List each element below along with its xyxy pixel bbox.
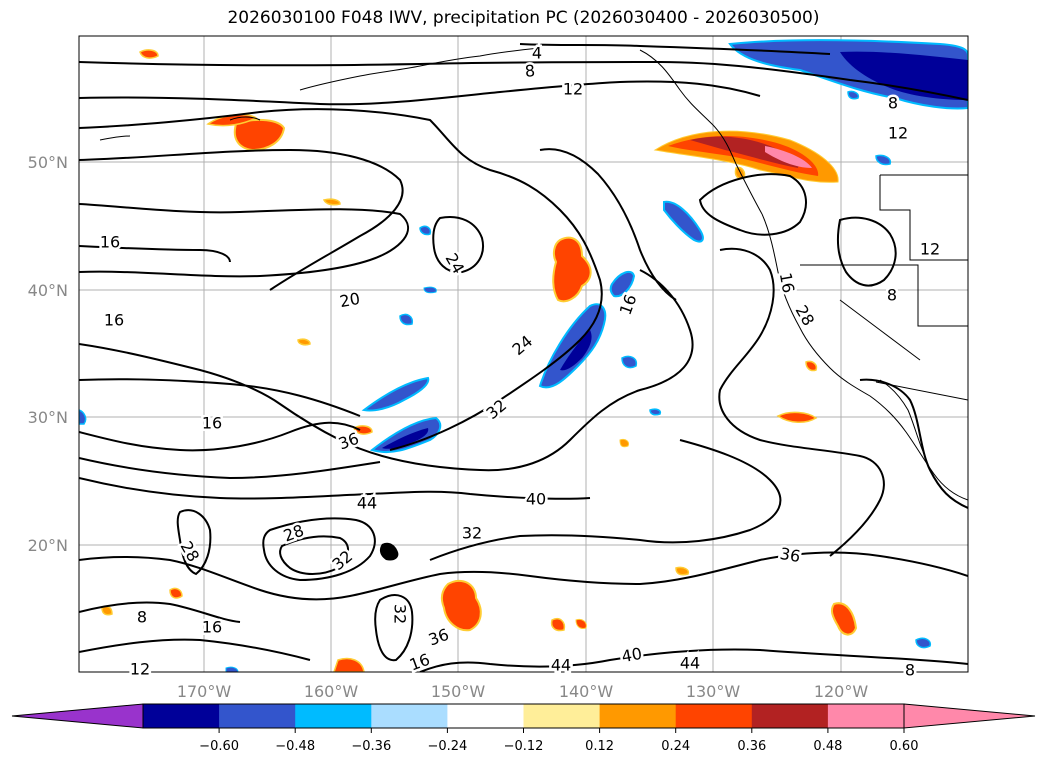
colorbar-bin: [143, 704, 220, 728]
contour-label: 8: [888, 94, 898, 113]
contour-label: 44: [680, 654, 700, 673]
contour-label: 44: [551, 656, 571, 675]
colorbar-tick-label: 0.36: [737, 739, 766, 754]
lon-label-120w: 120°W: [814, 682, 869, 701]
colorbar-under-triangle: [11, 703, 144, 729]
iwv-contours: [79, 43, 968, 672]
colorbar-tick-label: 0.12: [585, 739, 614, 754]
lon-label-150w: 150°W: [431, 682, 486, 701]
colorbar-bin: [523, 704, 601, 728]
contour-label: 16: [202, 414, 222, 433]
colorbar-tick-label: −0.36: [351, 739, 391, 754]
coastlines: [99, 47, 968, 501]
lat-label-40: 40°N: [28, 281, 68, 300]
contour-label: 16: [202, 618, 222, 637]
lon-label-130w: 130°W: [686, 682, 741, 701]
contour-label: 8: [887, 286, 897, 305]
contour-label: 40: [526, 490, 546, 509]
contour-label: 40: [620, 644, 643, 666]
precip-negative-patches: [79, 39, 968, 672]
map-frame: [79, 36, 968, 672]
colorbar-bin: [295, 704, 372, 728]
precip-positive-patches: [101, 49, 858, 672]
lon-label-170w: 170°W: [177, 682, 232, 701]
colorbar-tick-label: −0.48: [275, 739, 315, 754]
lon-label-140w: 140°W: [559, 682, 614, 701]
contour-label: 44: [357, 494, 377, 513]
colorbar-tick-label: −0.60: [199, 739, 239, 754]
colorbar-bin: [219, 704, 296, 728]
colorbar-tick-label: −0.12: [504, 739, 544, 754]
contour-label: 36: [778, 544, 801, 566]
colorbar-tick-label: 0.48: [813, 739, 842, 754]
contour-label: 32: [391, 604, 410, 624]
lat-label-30: 30°N: [28, 408, 68, 427]
contour-label: 12: [130, 660, 150, 679]
contour-label: 8: [905, 661, 915, 680]
contour-label: 20: [338, 289, 361, 311]
lat-label-20: 20°N: [28, 536, 68, 555]
colorbar-tick-label: 0.24: [661, 739, 690, 754]
colorbar-over-triangle: [903, 703, 1036, 729]
hawaii-island: [379, 542, 399, 561]
contour-label: 16: [100, 233, 120, 252]
colorbar-bin: [599, 704, 677, 728]
colorbar-bin: [751, 704, 829, 728]
colorbar-tick-label: 0.60: [890, 739, 919, 754]
contour-label: 8: [137, 608, 147, 627]
colorbar-bin: [675, 704, 753, 728]
contour-label: 32: [462, 524, 482, 543]
contour-label: 4: [532, 44, 542, 63]
contour-label: 12: [888, 124, 908, 143]
map-border: [78, 35, 969, 673]
contour-label: 16: [104, 311, 124, 330]
lon-label-160w: 160°W: [304, 682, 359, 701]
contour-label: 8: [524, 61, 536, 81]
colorbar-bin: [447, 704, 524, 728]
colorbar-tick-label: −0.24: [427, 739, 467, 754]
colorbar: −0.60 −0.48 −0.36 −0.24 −0.12 0.12 0.24 0.36 0.4…: [11, 703, 1036, 754]
lat-label-50: 50°N: [28, 153, 68, 172]
figure-title: 2026030100 F048 IWV, precipitation PC (2…: [227, 8, 820, 28]
contour-label: 16: [776, 271, 798, 294]
contour-label: 12: [563, 80, 583, 99]
colorbar-bin: [827, 704, 905, 728]
latitude-labels: 50°N 40°N 30°N 20°N: [28, 153, 68, 555]
longitude-labels: 170°W 160°W 150°W 140°W 130°W 120°W: [177, 682, 869, 701]
contour-label: 12: [920, 240, 940, 259]
colorbar-bin: [371, 704, 448, 728]
